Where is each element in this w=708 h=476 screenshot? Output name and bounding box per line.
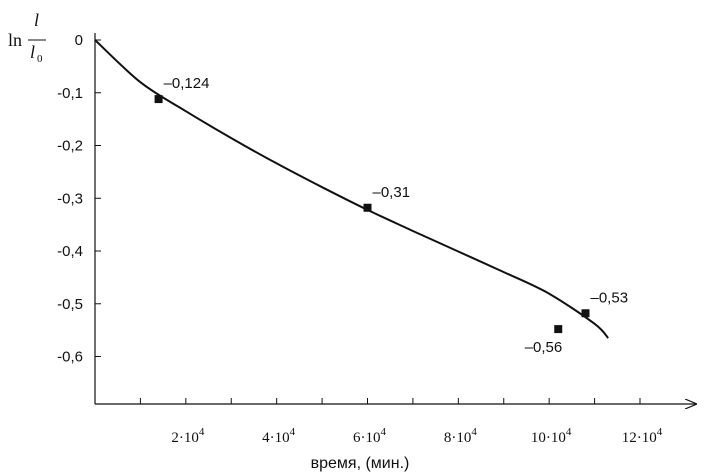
x-tick-mantissa: 12·10 <box>622 430 657 446</box>
x-tick-label: 6·104 <box>353 426 387 446</box>
data-label: –0,56 <box>525 339 563 356</box>
x-tick-exponent: 4 <box>381 426 387 438</box>
y-tick-label: -0,2 <box>57 138 83 155</box>
x-tick-label: 12·104 <box>622 426 663 446</box>
x-tick-label: 4·104 <box>262 426 296 446</box>
data-point <box>554 325 563 334</box>
data-label: –0,31 <box>373 184 411 201</box>
x-tick-label: 10·104 <box>531 426 572 446</box>
y-label-denominator: l <box>30 42 35 62</box>
y-tick-label: -0,1 <box>57 85 83 102</box>
data-points: –0,124 –0,31 –0,56 –0,53 <box>154 75 629 356</box>
y-axis-label: ln l l 0 <box>8 10 46 65</box>
data-point <box>154 95 163 104</box>
y-tick-label: 0 <box>75 32 83 49</box>
data-label: –0,124 <box>164 75 210 92</box>
y-ticks: 0 -0,1 -0,2 -0,3 -0,4 -0,5 -0,6 <box>57 32 101 366</box>
x-tick-exponent: 4 <box>471 426 477 438</box>
y-tick-label: -0,3 <box>57 190 83 207</box>
x-ticks: 2·104 4·104 6·104 8·104 10·104 12·104 <box>139 398 663 446</box>
x-tick-mantissa: 2·10 <box>171 430 199 446</box>
y-label-numerator: l <box>34 10 39 30</box>
x-tick-exponent: 4 <box>566 426 572 438</box>
x-tick-exponent: 4 <box>290 426 296 438</box>
data-label: –0,53 <box>591 289 629 306</box>
x-tick-exponent: 4 <box>657 426 663 438</box>
data-point <box>363 203 372 212</box>
x-tick-mantissa: 10·10 <box>531 430 566 446</box>
y-tick-label: -0,5 <box>57 296 83 313</box>
x-tick-label: 2·104 <box>171 426 205 446</box>
y-tick-label: -0,6 <box>57 349 83 366</box>
x-tick-exponent: 4 <box>199 426 205 438</box>
x-tick-mantissa: 6·10 <box>353 430 381 446</box>
x-tick-mantissa: 8·10 <box>444 430 472 446</box>
y-label-subscript: 0 <box>37 53 43 65</box>
y-tick-label: -0,4 <box>57 243 83 260</box>
y-label-prefix: ln <box>8 30 22 50</box>
x-tick-label: 8·104 <box>444 426 478 446</box>
data-point <box>581 309 590 318</box>
x-axis-label: время, (мин.) <box>311 455 410 472</box>
x-tick-mantissa: 4·10 <box>262 430 290 446</box>
